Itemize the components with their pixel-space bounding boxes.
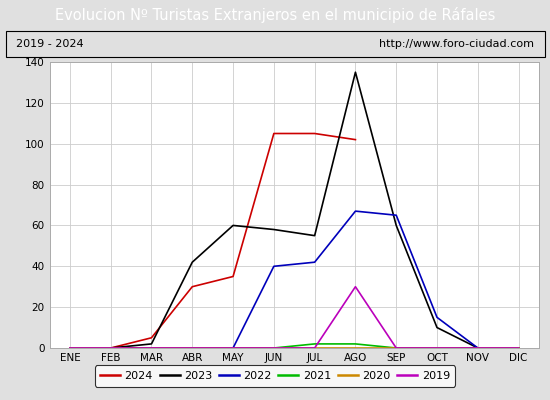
Text: http://www.foro-ciudad.com: http://www.foro-ciudad.com <box>378 39 534 49</box>
Legend: 2024, 2023, 2022, 2021, 2020, 2019: 2024, 2023, 2022, 2021, 2020, 2019 <box>95 366 455 386</box>
Text: 2019 - 2024: 2019 - 2024 <box>16 39 84 49</box>
Text: Evolucion Nº Turistas Extranjeros en el municipio de Ráfales: Evolucion Nº Turistas Extranjeros en el … <box>55 7 495 23</box>
